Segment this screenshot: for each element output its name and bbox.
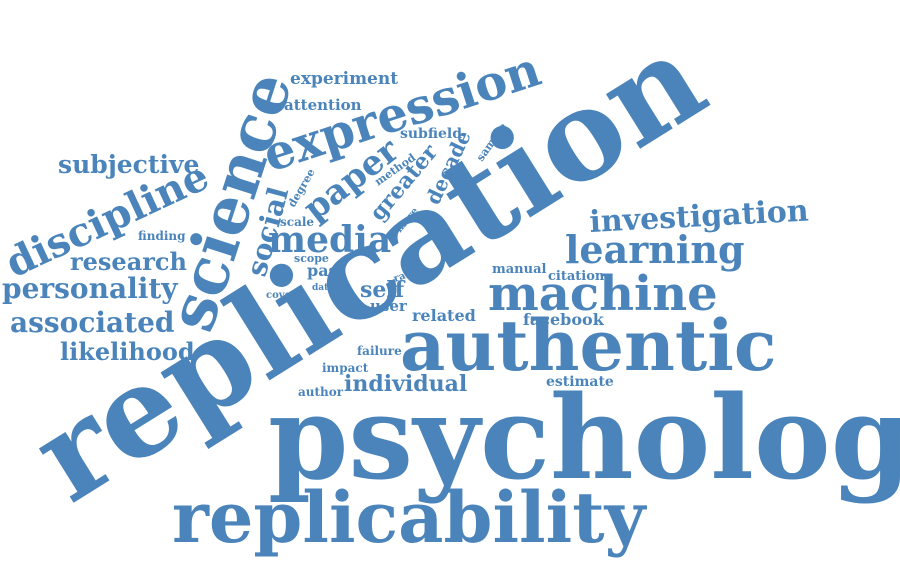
word-attention: attention [284,96,362,114]
word-scale: scale [280,215,314,229]
word-machine: machine [488,266,718,322]
word-subjective: subjective [58,150,199,179]
word-related: related [412,306,476,325]
word-facebook: facebook [523,310,605,329]
word-replicability: replicability [172,476,648,559]
word-media: media [268,219,391,261]
word-finding: finding [138,229,186,243]
word-scope: scope [294,252,329,265]
word-subfield: subfield [400,126,462,142]
word-authentic: authentic [400,304,776,387]
word-impact: impact [322,361,369,375]
word-estimate: estimate [546,374,614,390]
word-self: self [360,277,406,303]
word-individual: individual [344,371,467,397]
word-research: research [70,247,187,276]
word-cover: cover [266,290,297,301]
word-investigation: investigation [589,194,810,240]
word-associated: associated [10,306,175,339]
word-user: user [370,297,408,315]
word-learning: learning [565,227,745,272]
word-past: past [307,261,346,280]
word-psychology: psychology [268,371,900,506]
word-data: data [312,283,334,293]
word-manual: manual [492,262,547,277]
word-personality: personality [2,272,178,305]
word-experiment: experiment [290,69,398,89]
word-likelihood: likelihood [60,337,195,366]
word-author: author [298,385,344,399]
word-citation: citation [548,269,605,284]
word-failure: failure [357,344,402,358]
